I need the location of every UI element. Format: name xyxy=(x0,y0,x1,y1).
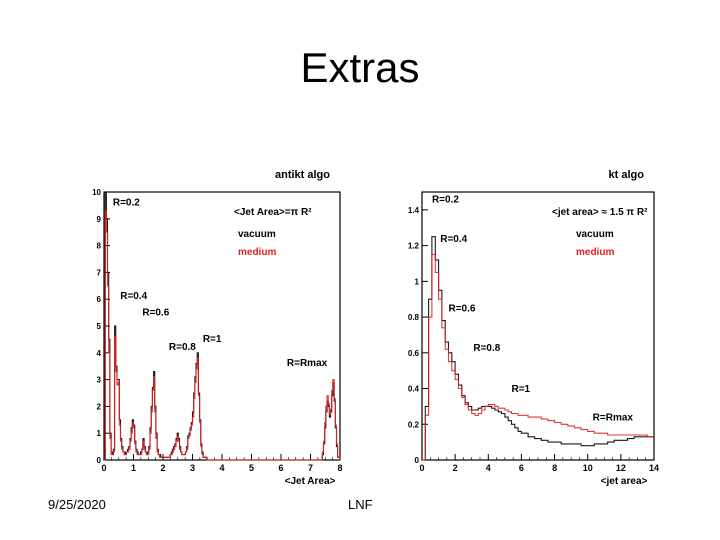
y-tick-label: 1.4 xyxy=(408,206,420,215)
r-label: R=0.8 xyxy=(473,343,500,354)
y-tick-label: 3 xyxy=(97,376,102,385)
r-label: R=0.6 xyxy=(449,304,476,315)
x-tick-label: 3 xyxy=(190,463,195,473)
y-tick-label: 6 xyxy=(97,295,102,304)
y-tick-label: 0.2 xyxy=(408,420,420,429)
legend-vacuum: vacuum xyxy=(576,229,614,240)
r-label: R=Rmax xyxy=(287,358,328,369)
series-line-vacuum xyxy=(422,236,655,461)
y-tick-label: 7 xyxy=(97,268,102,277)
r-label: R=0.4 xyxy=(120,291,147,302)
y-tick-label: 0 xyxy=(97,456,102,465)
r-label: R=1 xyxy=(511,384,530,395)
y-tick-label: 1 xyxy=(97,429,102,438)
x-axis-label: <jet area> xyxy=(601,476,648,487)
area-label: <jet area> ≈ 1.5 π R² xyxy=(552,207,648,218)
r-label: R=0.6 xyxy=(142,307,169,318)
y-tick-label: 10 xyxy=(92,188,101,197)
y-tick-label: 4 xyxy=(97,349,102,358)
y-tick-label: 0 xyxy=(415,456,420,465)
r-label: R=0.4 xyxy=(440,234,467,245)
slide-title: Extras xyxy=(300,44,420,91)
series-line-vacuum xyxy=(104,191,341,461)
series-line-medium xyxy=(422,253,654,461)
chart-title: kt algo xyxy=(609,169,645,181)
x-tick-label: 1 xyxy=(131,463,136,473)
r-label: R=1 xyxy=(203,334,222,345)
kt-chart: 0 2 4 6 8 10 12 14 0 0.2 0.4 0.6 0.8 1 1.2 1.4 kt algo <j… xyxy=(408,169,659,487)
x-axis-label: <Jet Area> xyxy=(285,476,336,487)
antikt-chart: 0 1 2 3 4 5 6 7 8 0 1 2 3 4 5 6 7 8 9 10 antikt algo <Jet Are… xyxy=(92,169,342,487)
legend-vacuum: vacuum xyxy=(238,229,276,240)
legend-medium: medium xyxy=(238,247,276,258)
x-tick-label: 2 xyxy=(160,463,165,473)
y-tick-label: 2 xyxy=(97,402,102,411)
footer-org: LNF xyxy=(348,497,373,512)
x-tick-label: 4 xyxy=(219,463,224,473)
x-tick-label: 8 xyxy=(552,463,557,473)
legend-medium: medium xyxy=(576,247,614,258)
plot-frame xyxy=(103,191,341,461)
y-tick-label: 5 xyxy=(97,322,102,331)
y-tick-label: 0.4 xyxy=(408,385,420,394)
x-tick-label: 2 xyxy=(453,463,458,473)
r-label: R=0.8 xyxy=(169,342,196,353)
x-tick-label: 6 xyxy=(278,463,283,473)
series-line-medium xyxy=(104,210,341,461)
y-tick-label: 0.8 xyxy=(408,313,420,322)
y-tick-label: 1.2 xyxy=(408,242,420,251)
r-label: R=0.2 xyxy=(432,195,459,206)
y-tick-label: 9 xyxy=(97,215,102,224)
x-tick-label: 6 xyxy=(519,463,524,473)
x-tick-label: 0 xyxy=(101,463,106,473)
y-tick-label: 1 xyxy=(415,277,420,286)
r-label: R=Rmax xyxy=(593,413,634,424)
area-label: <Jet Area>=π R² xyxy=(234,207,312,218)
x-tick-label: 12 xyxy=(616,463,626,473)
x-tick-label: 14 xyxy=(649,463,659,473)
x-tick-label: 5 xyxy=(249,463,254,473)
r-label: R=0.2 xyxy=(113,197,140,208)
x-tick-label: 8 xyxy=(337,463,342,473)
x-tick-label: 0 xyxy=(419,463,424,473)
footer-date: 9/25/2020 xyxy=(48,497,106,512)
chart-title: antikt algo xyxy=(275,169,330,181)
x-tick-label: 10 xyxy=(583,463,593,473)
y-tick-label: 0.6 xyxy=(408,349,420,358)
x-tick-label: 7 xyxy=(308,463,313,473)
x-tick-label: 4 xyxy=(486,463,491,473)
y-tick-label: 8 xyxy=(97,242,102,251)
